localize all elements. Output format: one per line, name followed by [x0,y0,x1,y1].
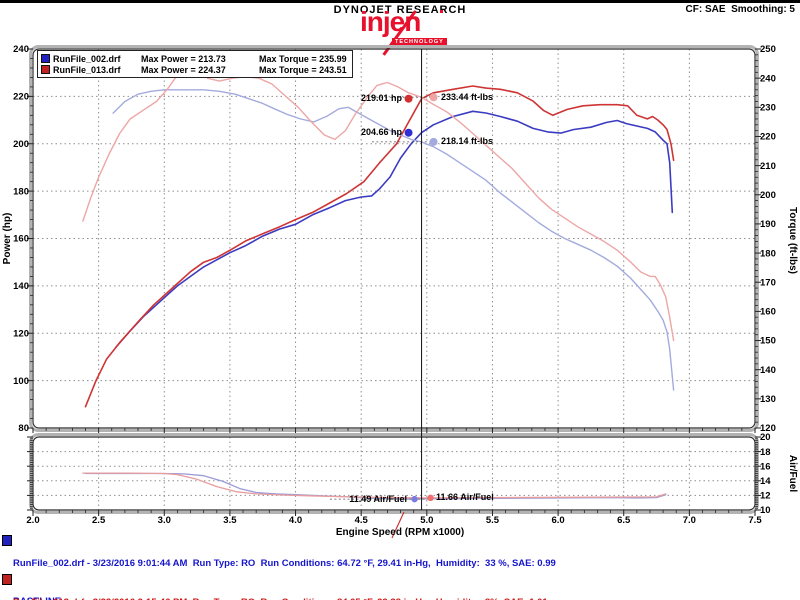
legend-swatch-blue-icon [41,54,50,63]
run-conditions-line: RunFile_002.drf - 3/23/2016 9:01:44 AM R… [13,558,556,569]
legend-file-name: RunFile_013.drf [53,64,121,75]
svg-text:160: 160 [760,307,776,318]
svg-text:12: 12 [760,491,771,502]
x-axis-title: Engine Speed (RPM x1000) [335,527,465,538]
svg-text:220: 220 [13,92,29,103]
svg-text:240: 240 [760,73,776,84]
svg-text:3.0: 3.0 [158,515,171,526]
svg-text:20: 20 [760,432,771,443]
page-title: DYNOJET RESEARCH [333,4,467,16]
svg-text:7.0: 7.0 [683,515,696,526]
svg-text:16: 16 [760,461,771,472]
run-swatch-red-icon [2,574,12,585]
cursor-value-power-013: 219.01 hp [360,93,402,103]
svg-text:6.0: 6.0 [551,515,564,526]
svg-text:130: 130 [760,394,776,405]
svg-text:200: 200 [13,139,29,150]
cursor-dot [429,137,438,146]
cursor-value-power-002: 204.66 hp [360,127,402,137]
svg-text:Power (hp): Power (hp) [2,213,13,265]
legend-max-torque: Max Torque = 243.51 [259,64,347,75]
svg-text:230: 230 [760,103,776,114]
svg-text:7.5: 7.5 [748,515,762,526]
svg-text:18: 18 [760,447,771,458]
svg-text:2.0: 2.0 [26,515,39,526]
cursor-value-airfuel-002: 11.49 Air/Fuel [349,494,407,504]
chart-legend: RunFile_002.drf Max Power = 213.73 Max T… [37,50,353,78]
run-info-evo1101: RunFile_013.drf - 3/23/2016 2:15:46 PM R… [0,572,548,600]
svg-text:Air/Fuel: Air/Fuel [787,455,798,492]
correction-smoothing-status: CF: SAE Smoothing: 5 [685,4,795,15]
top-border-bar [0,0,800,3]
svg-text:160: 160 [13,234,29,245]
svg-text:220: 220 [760,132,776,143]
series-runfile-002-power-hp- [114,110,674,349]
run-conditions-line: RunFile_013.drf - 3/23/2016 2:15:46 PM R… [13,597,548,600]
legend-row-runfile-013: RunFile_013.drf Max Power = 224.37 Max T… [41,64,347,75]
svg-text:4.5: 4.5 [355,515,369,526]
series-runfile-013-air-fuel [82,472,667,499]
svg-text:10: 10 [760,505,771,516]
legend-file-name: RunFile_002.drf [53,53,121,64]
series-runfile-013-power-hp- [84,85,675,408]
injen-logo: injen TECHNOLOGY [352,6,452,56]
series-runfile-002-torque-ft-lbs- [112,89,675,391]
legend-swatch-red-icon [41,65,50,74]
svg-text:140: 140 [13,281,29,292]
legend-max-torque: Max Torque = 235.99 [259,53,347,64]
run-swatch-blue-icon [2,535,12,546]
svg-text:190: 190 [760,219,776,230]
svg-text:240: 240 [13,44,29,55]
svg-text:170: 170 [760,277,776,288]
cursor-dot [404,128,413,137]
legend-max-power: Max Power = 213.73 [141,53,226,64]
cursor-dot [411,495,418,503]
svg-text:14: 14 [760,476,771,487]
svg-text:3.5: 3.5 [223,515,237,526]
cursor-value-airfuel-013: 11.66 Air/Fuel [436,492,494,502]
cursor-value-torque-002: 218.14 ft-lbs [441,136,494,146]
svg-text:4.0: 4.0 [289,515,302,526]
svg-text:5.0: 5.0 [420,515,433,526]
svg-text:5.5: 5.5 [486,515,500,526]
svg-text:Torque (ft-lbs): Torque (ft-lbs) [787,207,798,274]
svg-text:6.5: 6.5 [617,515,631,526]
svg-text:180: 180 [760,248,776,259]
svg-text:250: 250 [760,44,776,55]
cursor-dot [404,94,413,103]
cursor-dot [427,494,434,502]
svg-text:120: 120 [760,423,776,434]
legend-row-runfile-002: RunFile_002.drf Max Power = 213.73 Max T… [41,53,347,64]
svg-text:120: 120 [13,328,29,339]
logo-wordmark: injen [360,6,421,37]
svg-text:2.5: 2.5 [92,515,106,526]
svg-text:200: 200 [760,190,776,201]
series-runfile-013-torque-ft-lbs- [82,67,675,342]
svg-text:80: 80 [18,423,29,434]
trademark-mark-icon [440,10,443,13]
run-info-baseline: RunFile_002.drf - 3/23/2016 9:01:44 AM R… [0,533,556,600]
logo-technology-badge: TECHNOLOGY [392,38,447,46]
legend-max-power: Max Power = 224.37 [141,64,226,75]
svg-text:100: 100 [13,376,29,387]
cursor-dot [429,93,438,102]
svg-text:210: 210 [760,161,776,172]
svg-text:150: 150 [760,336,776,347]
svg-text:180: 180 [13,186,29,197]
svg-text:140: 140 [760,365,776,376]
cursor-value-torque-013: 233.44 ft-lbs [441,92,494,102]
run-label: BASELINE [13,596,556,600]
